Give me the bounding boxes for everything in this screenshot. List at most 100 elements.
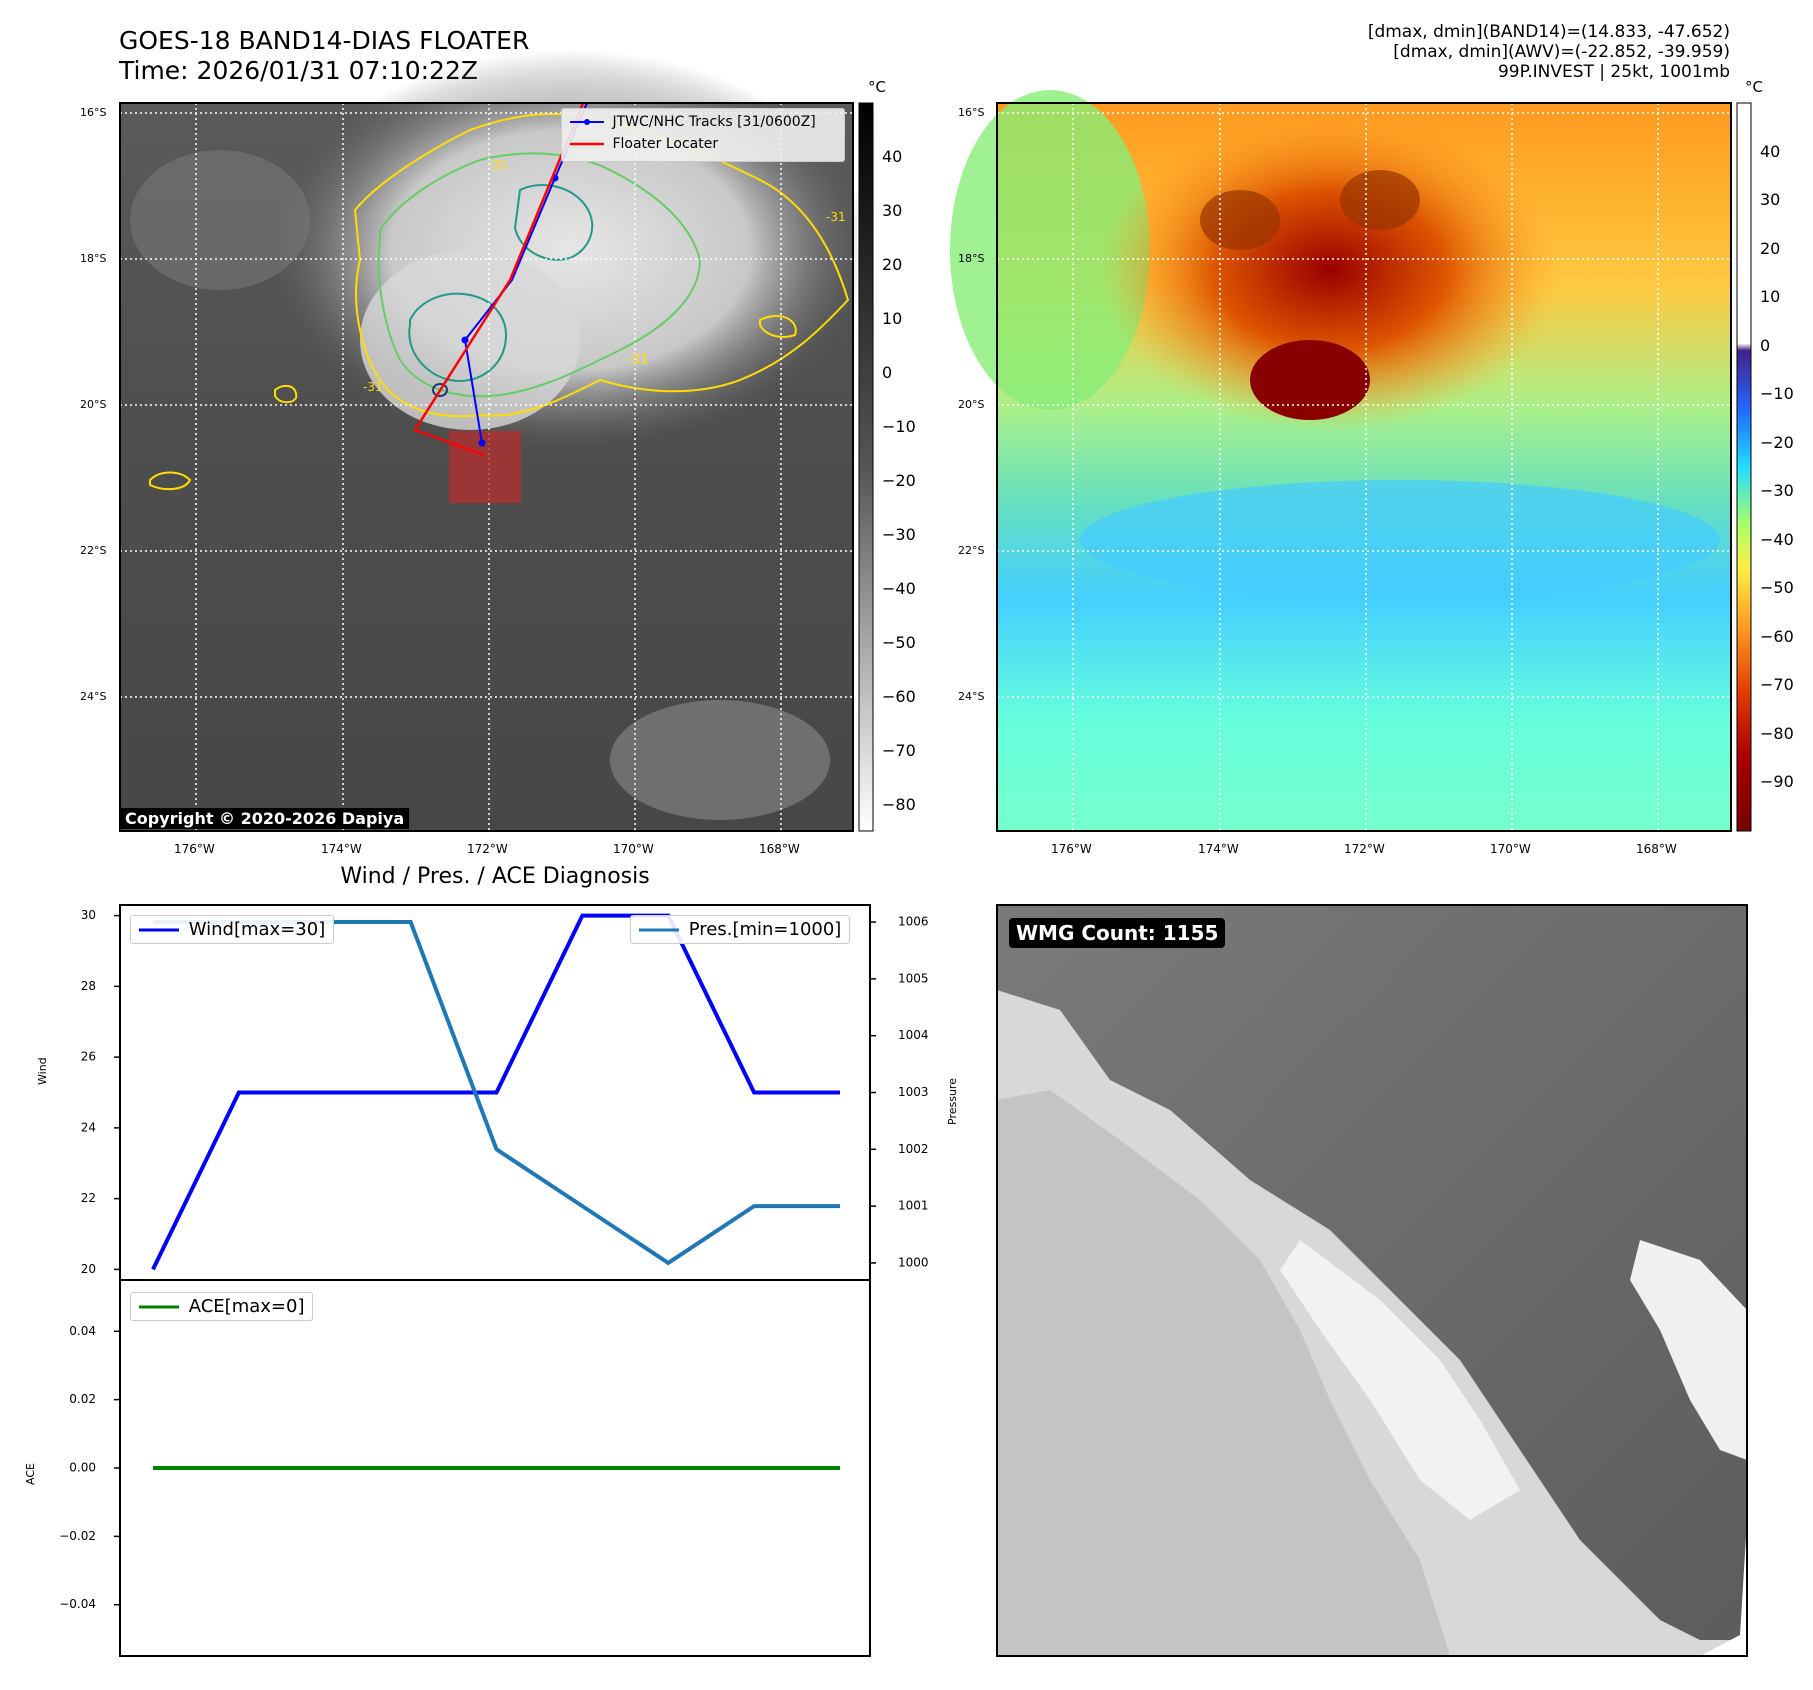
awv-cbar-tick: −90 — [1760, 772, 1794, 791]
awv-cold-core-2 — [1200, 190, 1280, 250]
ir-cbar-tick: −50 — [882, 633, 916, 652]
awv-cbar-tick: −10 — [1760, 384, 1794, 403]
ir-colorbar-unit: °C — [868, 78, 886, 96]
stats-awv: [dmax, dmin](AWV)=(-22.852, -39.959) — [1393, 42, 1730, 62]
ace-tick-label: 0.04 — [69, 1324, 96, 1338]
ir-lon-label: 168°W — [759, 842, 800, 856]
awv-lon-label: 176°W — [1051, 842, 1092, 856]
ir-frame — [119, 102, 854, 832]
contour-label: -31 — [363, 380, 383, 394]
ir-lon-label: 176°W — [174, 842, 215, 856]
awv-image — [997, 103, 1731, 831]
ir-cloud-west — [130, 150, 310, 290]
wmg-corner-white — [1700, 1520, 1747, 1656]
awv-frame — [996, 102, 1732, 832]
ir-cbar-tick: −70 — [882, 741, 916, 760]
ace-axis-label: ACE — [24, 1463, 37, 1485]
awv-lon-label: 170°W — [1490, 842, 1531, 856]
pressure-axis-label: Pressure — [946, 1078, 959, 1125]
contour-east-1 — [759, 315, 797, 338]
wind-legend-swatch — [139, 928, 179, 932]
awv-lon-label: 172°W — [1344, 842, 1385, 856]
ir-lon-label: 172°W — [467, 842, 508, 856]
awv-warm-west — [950, 90, 1150, 410]
wind-tick-label: 24 — [81, 1120, 96, 1134]
ir-lat-label: 18°S — [80, 252, 107, 265]
contour-teal-2 — [513, 184, 594, 261]
wind-series-line — [151, 913, 840, 1271]
pressure-tick-label: 1005 — [898, 971, 929, 985]
wind-axis-label: Wind — [36, 1057, 49, 1085]
ir-cbar-tick: 20 — [882, 255, 903, 274]
awv-cbar-tick: −20 — [1760, 433, 1794, 452]
pres-legend: Pres.[min=1000] — [630, 915, 851, 944]
legend-track-swatch — [570, 119, 604, 125]
ir-colorbar — [858, 102, 874, 832]
contour-west-2 — [274, 384, 298, 404]
figure-title: GOES-18 BAND14-DIAS FLOATER Time: 2026/0… — [119, 26, 529, 86]
ir-cbar-tick: 30 — [882, 201, 903, 220]
awv-cold-cloud — [1100, 110, 1560, 430]
awv-cbar-tick: 40 — [1760, 142, 1781, 161]
ir-lon-label: 174°W — [321, 842, 362, 856]
wmg-image — [997, 905, 1747, 1656]
ace-legend-swatch — [139, 1305, 179, 1309]
jtwc-track-point — [551, 174, 559, 182]
awv-cbar-tick: 0 — [1760, 336, 1771, 355]
ir-lat-label: 22°S — [80, 544, 107, 557]
wind-pres-frame — [119, 904, 871, 1281]
awv-cbar-tick: −60 — [1760, 627, 1794, 646]
awv-colorbar — [1736, 102, 1752, 832]
jtwc-track-point — [478, 439, 486, 447]
ir-cbar-tick: −30 — [882, 525, 916, 544]
pres-legend-label: Pres.[min=1000] — [688, 919, 842, 940]
ace-frame — [119, 1279, 871, 1657]
awv-gridlines — [997, 103, 1731, 831]
copyright-label: Copyright © 2020-2026 Dapiya — [120, 808, 410, 829]
stats-storm: 99P.INVEST | 25kt, 1001mb — [1497, 62, 1730, 82]
legend-item-locater: Floater Locater — [568, 136, 718, 152]
awv-cbar-tick: 20 — [1760, 239, 1781, 258]
awv-lat-label: 18°S — [958, 252, 985, 265]
wind-tick-label: 22 — [81, 1191, 96, 1205]
contour-west-1 — [149, 471, 192, 491]
legend-item-track: JTWC/NHC Tracks [31/0600Z] — [568, 114, 816, 130]
wind-legend-label: Wind[max=30] — [188, 919, 326, 940]
diagnosis-title: Wind / Pres. / ACE Diagnosis — [340, 864, 650, 889]
pressure-tick-label: 1001 — [898, 1199, 929, 1213]
contour-green — [377, 152, 702, 398]
title-line-2: Time: 2026/01/31 07:10:22Z — [119, 56, 478, 85]
pressure-tick-label: 1000 — [898, 1255, 929, 1269]
wind-tick-label: 28 — [81, 979, 96, 993]
awv-blue-band — [1080, 480, 1720, 600]
ir-cbar-tick: 40 — [882, 147, 903, 166]
pressure-tick-label: 1003 — [898, 1085, 929, 1099]
ir-image — [120, 103, 853, 831]
awv-lat-label: 24°S — [958, 690, 985, 703]
ir-cbar-tick: −20 — [882, 471, 916, 490]
wmg-cloud-bright — [1280, 1240, 1520, 1520]
contour-label: -31 — [626, 352, 649, 368]
wind-tick-label: 26 — [81, 1050, 96, 1064]
pressure-tick-label: 1006 — [898, 915, 929, 929]
awv-cold-core-3 — [1340, 170, 1420, 230]
awv-lat-label: 22°S — [958, 544, 985, 557]
legend-locater-swatch — [570, 142, 604, 146]
wmg-cloud-band-inner — [997, 1090, 1450, 1656]
legend-track-label: JTWC/NHC Tracks [31/0600Z] — [612, 114, 816, 130]
contour-dark — [432, 383, 448, 397]
ace-tick-label: −0.02 — [59, 1529, 96, 1543]
ace-tick-label: 0.00 — [69, 1461, 96, 1475]
awv-cbar-tick: −70 — [1760, 675, 1794, 694]
legend-locater-label: Floater Locater — [612, 136, 719, 152]
awv-cbar-tick: −30 — [1760, 481, 1794, 500]
ir-cbar-tick: 10 — [882, 309, 903, 328]
wmg-count-label: WMG Count: 1155 — [1009, 918, 1226, 948]
ir-cbar-tick: −60 — [882, 687, 916, 706]
figure-stats: [dmax, dmin](BAND14)=(14.833, -47.652) [… — [1368, 22, 1730, 82]
pressure-tick-label: 1002 — [898, 1142, 929, 1156]
pres-legend-swatch — [639, 928, 679, 932]
ir-cloud-core — [360, 250, 580, 430]
ir-legend: JTWC/NHC Tracks [31/0600Z] Floater Locat… — [561, 108, 845, 162]
